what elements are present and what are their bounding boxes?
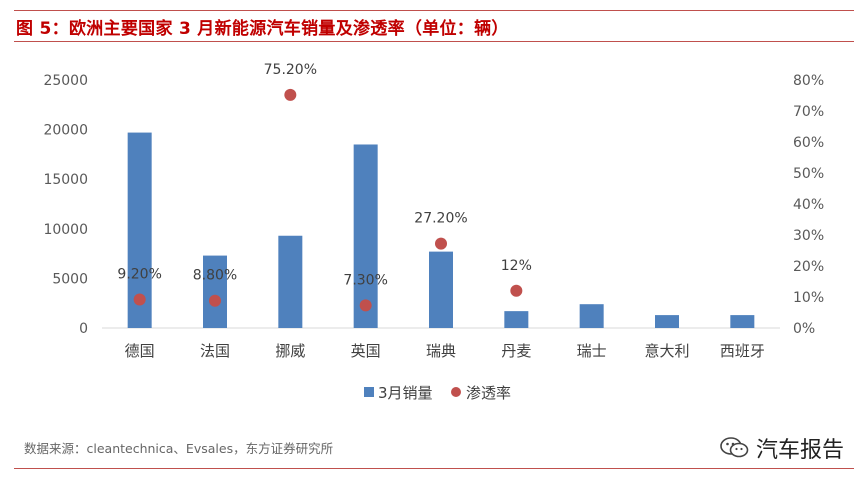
data-label: 12% xyxy=(501,258,532,274)
bottom-rule xyxy=(14,468,854,469)
left-tick-label: 0 xyxy=(79,321,88,337)
data-label: 7.30% xyxy=(343,272,387,288)
right-tick-label: 80% xyxy=(793,73,824,89)
bar xyxy=(655,315,679,328)
category-label: 瑞士 xyxy=(577,342,607,360)
bar xyxy=(127,132,152,328)
left-axis-ticks: 0 5000 10000 15000 20000 25000 xyxy=(43,73,88,337)
category-label: 意大利 xyxy=(644,342,689,360)
right-tick-label: 30% xyxy=(793,228,824,244)
category-label: 丹麦 xyxy=(501,342,531,360)
title-rule xyxy=(14,41,854,42)
left-tick-label: 15000 xyxy=(43,172,88,188)
penetration-point xyxy=(209,294,221,307)
bar xyxy=(579,304,604,328)
penetration-point xyxy=(284,88,297,101)
source-note: 数据来源：cleantechnica、Evsales，东方证券研究所 xyxy=(24,441,334,456)
penetration-labels: 9.20% 8.80% 75.20% 7.30% 27.20% 12% xyxy=(117,62,531,288)
category-label: 德国 xyxy=(125,342,155,360)
left-tick-label: 20000 xyxy=(43,123,88,139)
bar xyxy=(278,235,303,328)
data-label: 75.20% xyxy=(264,62,317,78)
category-label: 挪威 xyxy=(275,342,305,360)
top-rule xyxy=(14,10,854,11)
bar xyxy=(504,311,529,328)
legend-label-sales: 3月销量 xyxy=(378,384,433,402)
left-tick-label: 25000 xyxy=(43,73,88,89)
bar xyxy=(203,255,227,328)
penetration-point xyxy=(359,299,372,312)
chart-title: 图 5：欧洲主要国家 3 月新能源汽车销量及渗透率（单位：辆） xyxy=(16,19,509,39)
category-label: 英国 xyxy=(351,342,381,360)
data-label: 27.20% xyxy=(414,211,467,227)
left-tick-label: 10000 xyxy=(43,222,88,238)
category-label: 西班牙 xyxy=(720,342,765,360)
right-tick-label: 40% xyxy=(793,197,824,213)
legend-label-penetration: 渗透率 xyxy=(466,384,511,402)
right-tick-label: 70% xyxy=(793,104,824,120)
penetration-point xyxy=(510,284,523,297)
legend: 3月销量 渗透率 xyxy=(364,384,511,402)
data-label: 8.80% xyxy=(193,268,237,284)
right-tick-label: 0% xyxy=(793,321,815,337)
data-label: 9.20% xyxy=(117,266,161,282)
right-tick-label: 60% xyxy=(793,135,824,151)
right-tick-label: 20% xyxy=(793,259,824,275)
category-label: 法国 xyxy=(200,342,230,360)
legend-swatch-sales xyxy=(364,387,374,397)
penetration-series xyxy=(133,88,523,312)
bar-series xyxy=(127,132,755,328)
right-tick-label: 10% xyxy=(793,290,824,306)
wechat-icon xyxy=(720,437,749,458)
penetration-point xyxy=(435,237,447,250)
right-axis-ticks: 0% 10% 20% 30% 40% 50% 60% 70% 80% xyxy=(793,73,824,337)
left-tick-label: 5000 xyxy=(52,271,88,287)
watermark: 汽车报告 xyxy=(720,432,844,464)
bar xyxy=(353,144,378,328)
bar xyxy=(429,251,453,328)
category-labels: 德国 法国 挪威 英国 瑞典 丹麦 瑞士 意大利 西班牙 xyxy=(125,342,765,360)
watermark-text: 汽车报告 xyxy=(755,438,844,463)
penetration-point xyxy=(133,293,146,306)
legend-swatch-penetration xyxy=(451,387,461,397)
right-tick-label: 50% xyxy=(793,166,824,182)
category-label: 瑞典 xyxy=(426,342,456,360)
bar xyxy=(730,315,755,328)
